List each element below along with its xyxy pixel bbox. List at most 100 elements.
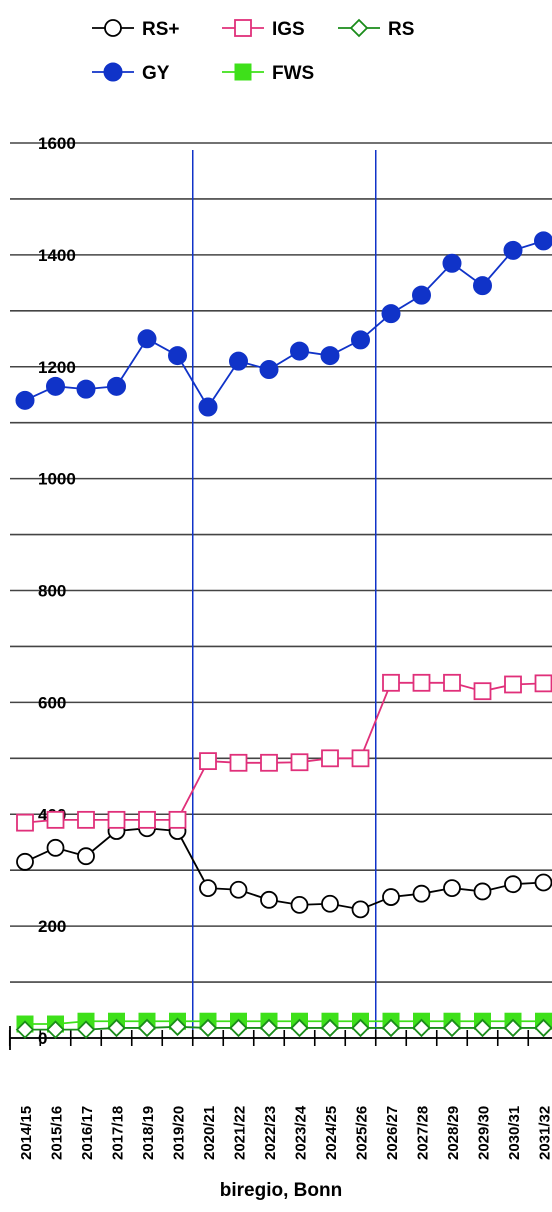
x-tick-label: 2026/27 bbox=[384, 1106, 401, 1160]
data-point bbox=[382, 673, 400, 692]
series-line bbox=[25, 1025, 544, 1031]
legend-marker bbox=[349, 18, 369, 38]
x-tick-label: 2014/15 bbox=[18, 1106, 35, 1160]
data-point bbox=[259, 1018, 279, 1038]
x-tick-label: 2022/23 bbox=[262, 1106, 279, 1160]
data-point bbox=[46, 838, 65, 857]
data-point bbox=[77, 847, 95, 866]
data-point bbox=[16, 813, 34, 832]
data-point bbox=[15, 390, 35, 410]
data-point bbox=[473, 276, 492, 296]
legend-label: IGS bbox=[272, 19, 305, 40]
data-point bbox=[199, 879, 217, 897]
x-tick-label: 2027/28 bbox=[415, 1106, 432, 1160]
data-point bbox=[412, 1018, 431, 1038]
data-point bbox=[381, 304, 401, 324]
data-point bbox=[138, 810, 156, 829]
data-point bbox=[504, 875, 522, 894]
data-point bbox=[290, 753, 309, 772]
x-tick-label: 2018/19 bbox=[140, 1106, 157, 1160]
data-point bbox=[259, 360, 279, 380]
data-point bbox=[412, 285, 431, 305]
x-tick-label: 2028/29 bbox=[445, 1106, 462, 1160]
series-gy bbox=[15, 231, 552, 417]
x-tick-label: 2025/26 bbox=[354, 1106, 371, 1160]
data-point bbox=[442, 1018, 462, 1038]
data-point bbox=[107, 1018, 126, 1038]
axes bbox=[8, 1026, 552, 1050]
legend-label: FWS bbox=[272, 63, 314, 84]
x-tick-label: 2015/16 bbox=[49, 1106, 66, 1160]
data-point bbox=[16, 852, 34, 871]
data-point bbox=[534, 1018, 552, 1038]
data-point bbox=[382, 888, 400, 906]
data-point bbox=[199, 752, 217, 771]
data-point bbox=[351, 1018, 370, 1038]
legend-entry: RS bbox=[338, 18, 414, 40]
data-point bbox=[260, 753, 278, 772]
series-rs bbox=[15, 1017, 552, 1039]
x-tick-label: 2019/20 bbox=[171, 1106, 188, 1160]
data-point bbox=[76, 379, 96, 399]
data-point bbox=[320, 1018, 340, 1038]
data-point bbox=[107, 376, 126, 396]
data-point bbox=[534, 873, 552, 892]
data-point bbox=[229, 753, 248, 772]
x-tick-label: 2017/18 bbox=[110, 1106, 127, 1160]
data-point bbox=[77, 810, 95, 829]
x-tick-label: 2021/22 bbox=[232, 1106, 249, 1160]
data-point bbox=[412, 884, 431, 903]
y-tick-label: 1200 bbox=[38, 358, 76, 377]
x-tick-label: 2016/17 bbox=[79, 1106, 96, 1160]
data-point bbox=[503, 240, 523, 260]
series-line bbox=[24, 827, 544, 911]
data-point bbox=[473, 682, 492, 701]
data-point bbox=[351, 900, 370, 919]
x-tick-label: 2020/21 bbox=[201, 1106, 218, 1160]
data-point bbox=[290, 341, 309, 361]
data-point bbox=[76, 1020, 96, 1039]
x-tick-label: 2031/32 bbox=[537, 1106, 552, 1160]
data-point bbox=[320, 346, 340, 366]
data-point bbox=[504, 675, 522, 694]
data-point bbox=[229, 351, 248, 371]
x-tick-labels: 2014/15 2015/16 2016/17 2017/18 2018/19 2019/… bbox=[18, 1105, 552, 1160]
x-tick-label: 2029/30 bbox=[476, 1106, 493, 1160]
legend-marker bbox=[104, 19, 122, 37]
series-rs-plus bbox=[16, 819, 552, 919]
data-point bbox=[15, 1020, 35, 1039]
data-point bbox=[46, 810, 65, 829]
legend: RS+ IGS RS GY FWS bbox=[92, 18, 414, 84]
series-line bbox=[24, 240, 544, 409]
legend-marker bbox=[103, 62, 123, 82]
data-point bbox=[443, 673, 461, 692]
data-point bbox=[473, 882, 492, 901]
y-tick-label: 600 bbox=[38, 693, 66, 712]
data-point bbox=[46, 1020, 65, 1039]
data-point bbox=[442, 253, 462, 273]
chart-caption: biregio, Bonn bbox=[220, 1180, 342, 1201]
vertical-markers bbox=[192, 150, 377, 1038]
x-tick-label: 2023/24 bbox=[293, 1105, 310, 1160]
x-tick-label: 2024/25 bbox=[323, 1106, 340, 1160]
legend-entry: IGS bbox=[222, 19, 305, 40]
data-point bbox=[381, 1018, 401, 1038]
legend-marker bbox=[234, 19, 252, 37]
data-point bbox=[46, 376, 65, 396]
legend-label: GY bbox=[142, 63, 170, 84]
data-point bbox=[473, 1018, 492, 1038]
legend-label: RS bbox=[388, 19, 414, 40]
data-point bbox=[229, 880, 248, 899]
y-tick-label: 1600 bbox=[38, 134, 76, 153]
data-point bbox=[260, 890, 278, 909]
y-tick-label: 200 bbox=[38, 917, 66, 936]
y-tick-label: 1400 bbox=[38, 246, 76, 265]
y-tick-label: 800 bbox=[38, 582, 66, 601]
series-line bbox=[25, 1020, 544, 1025]
data-point bbox=[137, 1018, 157, 1038]
data-point bbox=[198, 1018, 218, 1038]
data-point bbox=[443, 879, 461, 897]
data-point bbox=[321, 749, 339, 768]
data-point bbox=[290, 895, 309, 914]
